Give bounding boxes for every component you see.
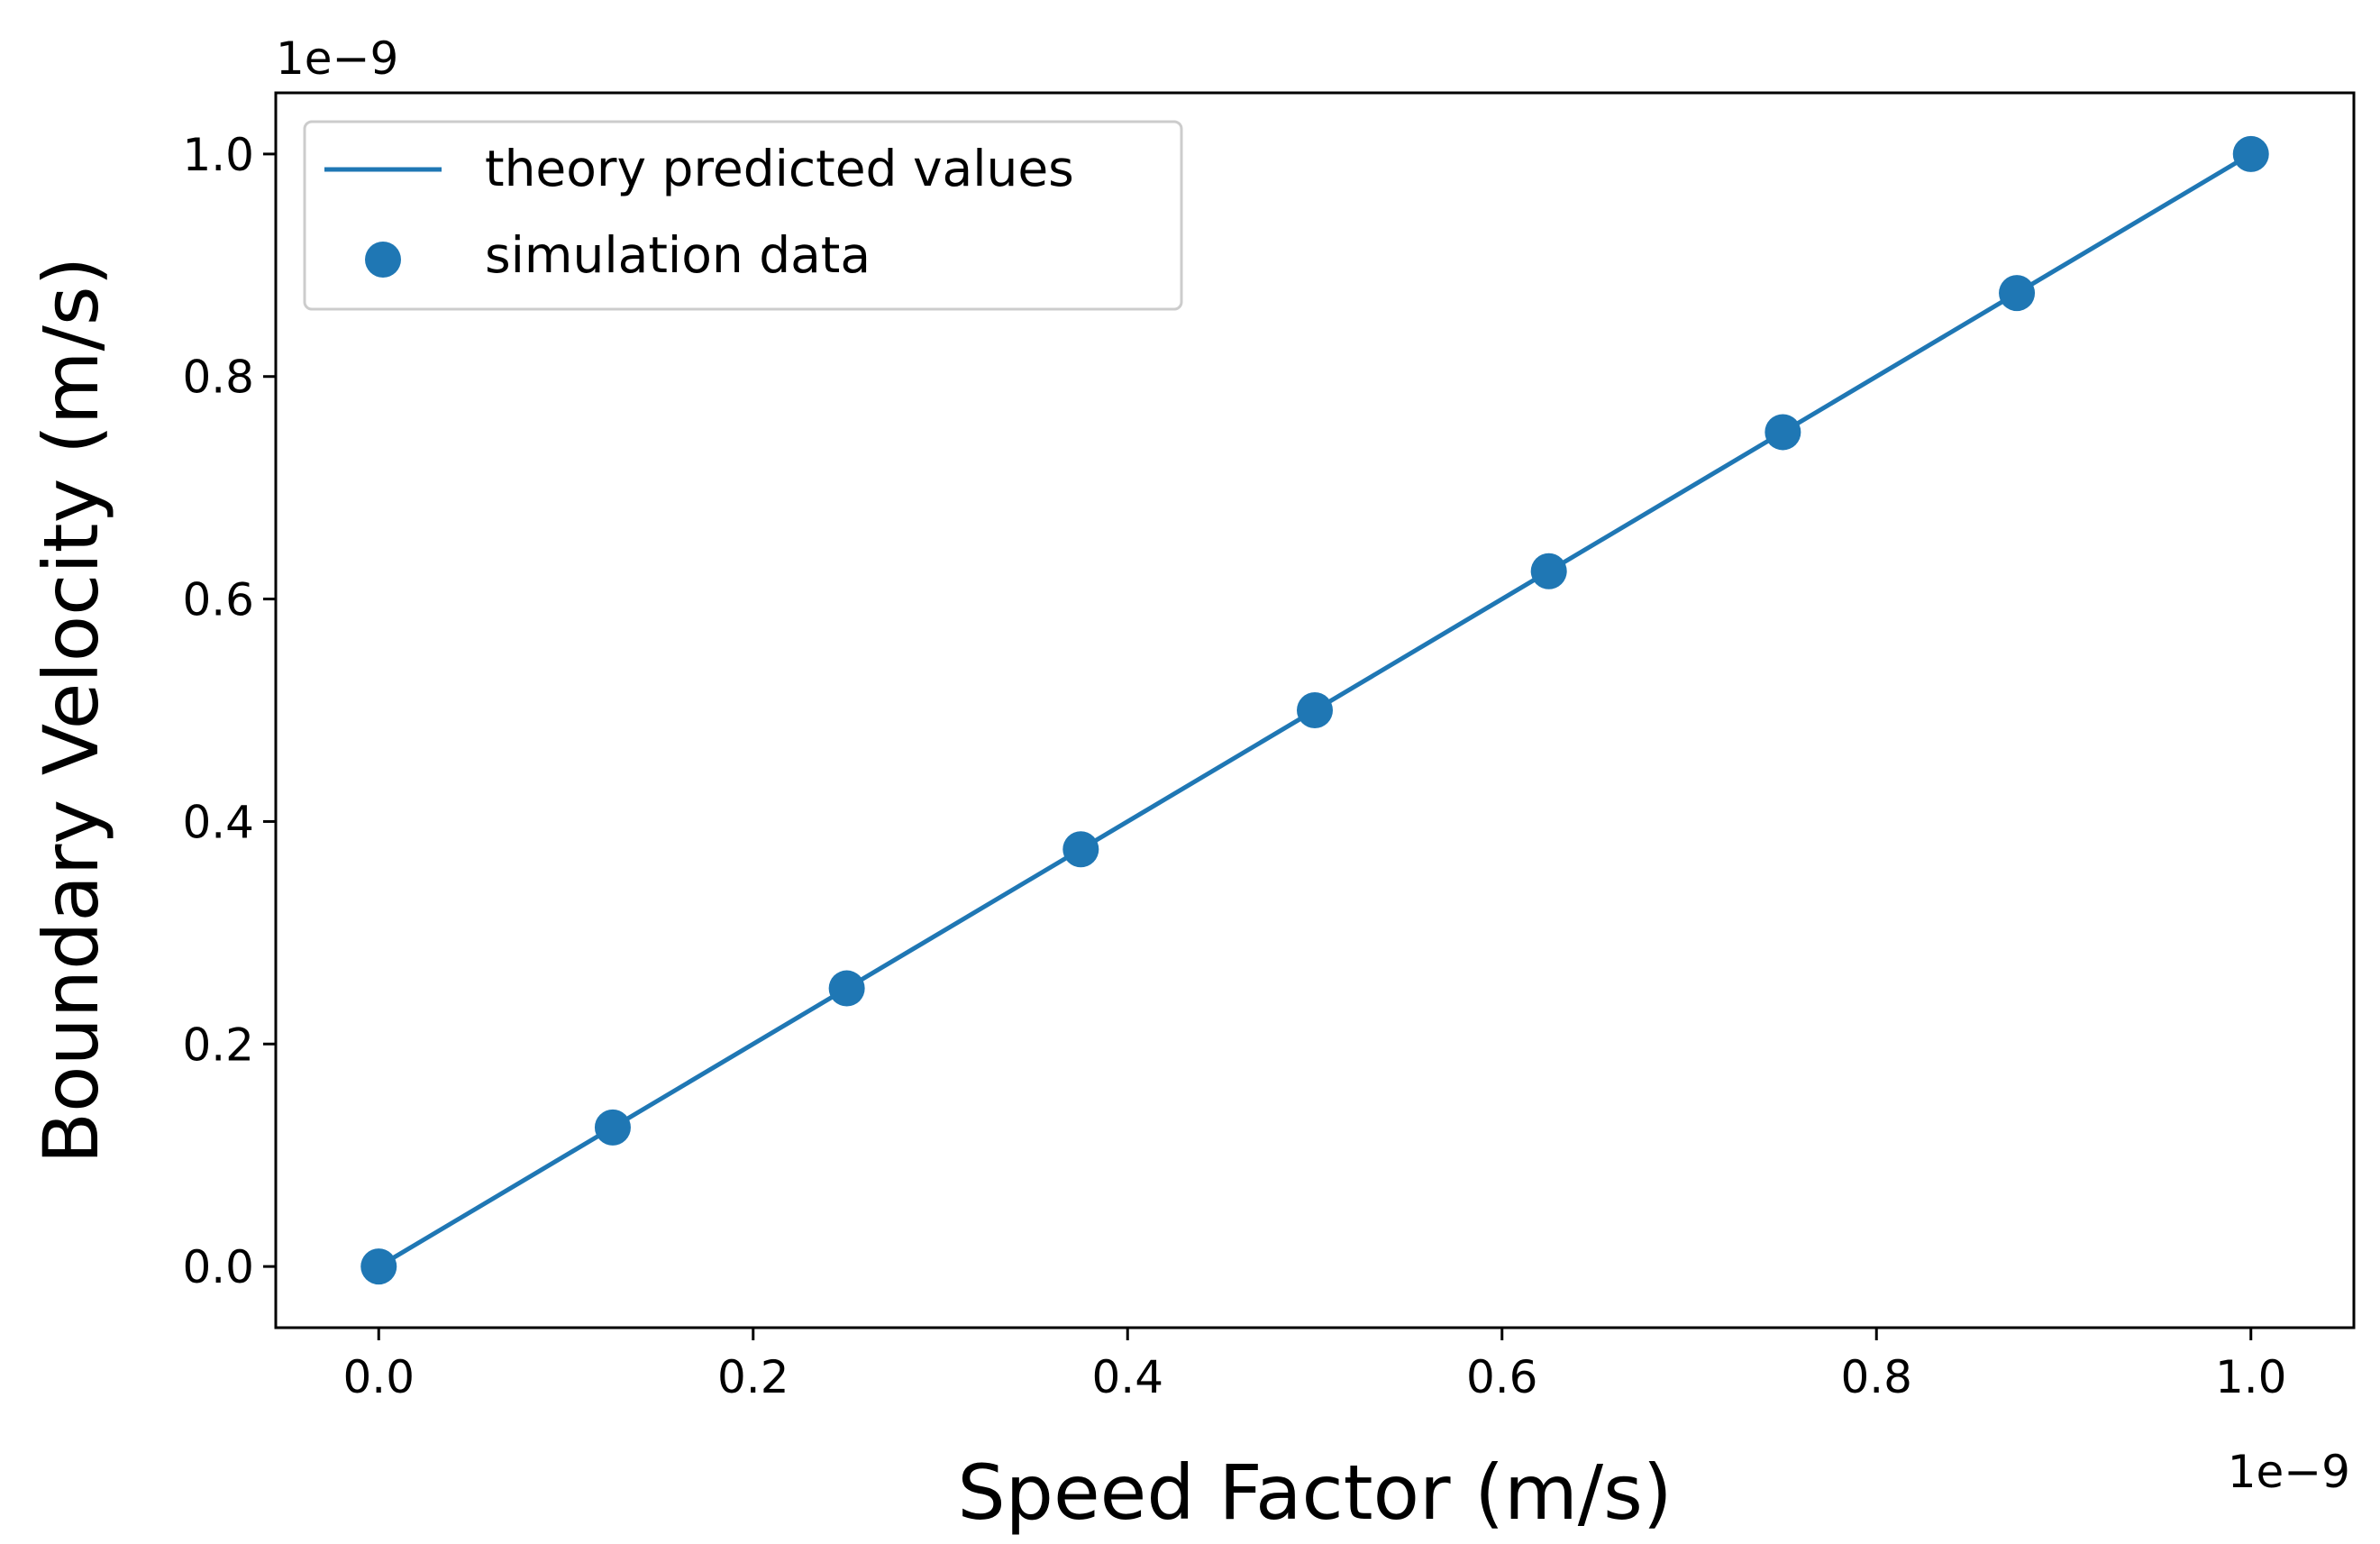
legend-label-simulation: simulation data xyxy=(485,226,871,284)
y-tick-label: 0.0 xyxy=(182,1241,254,1293)
axes-frame xyxy=(274,91,2356,1329)
scatter-point xyxy=(1530,553,1567,589)
chart-marks xyxy=(360,135,2269,1285)
legend-label-theory: theory predicted values xyxy=(485,140,1074,197)
x-tick-label: 1.0 xyxy=(2215,1351,2287,1403)
y-tick-label: 0.6 xyxy=(182,574,254,626)
y-axis-label: Boundary Velocity (m/s) xyxy=(27,257,115,1165)
x-tick-label: 0.8 xyxy=(1840,1351,1912,1403)
y-axis-ticks: 0.0 0.2 0.4 0.6 0.8 1.0 xyxy=(182,129,276,1293)
scatter-point xyxy=(828,970,865,1007)
legend: theory predicted values simulation data xyxy=(303,120,1183,311)
y-tick-label: 0.2 xyxy=(182,1019,254,1071)
legend-box xyxy=(303,120,1183,311)
x-tick-label: 0.0 xyxy=(342,1351,415,1403)
y-tick-label: 0.8 xyxy=(182,352,254,404)
legend-marker-swatch xyxy=(365,242,401,278)
x-axis-ticks: 0.0 0.2 0.4 0.6 0.8 1.0 xyxy=(342,1328,2287,1403)
x-axis-label: Speed Factor (m/s) xyxy=(957,1448,1672,1537)
y-tick-label: 1.0 xyxy=(182,129,254,181)
x-tick-label: 0.6 xyxy=(1466,1351,1538,1403)
x-offset-text: 1e−9 xyxy=(2228,1446,2350,1498)
x-tick-label: 0.4 xyxy=(1091,1351,1163,1403)
y-tick-label: 0.4 xyxy=(182,796,254,848)
scatter-point xyxy=(360,1248,397,1285)
scatter-point xyxy=(2232,135,2269,172)
scatter-point xyxy=(1062,831,1099,868)
y-offset-text: 1e−9 xyxy=(276,32,398,85)
scatter-point xyxy=(1297,692,1333,728)
scatter-point xyxy=(594,1109,631,1146)
scatter-point xyxy=(1999,275,2036,312)
scatter-point xyxy=(1764,414,1801,451)
x-tick-label: 0.2 xyxy=(717,1351,789,1403)
